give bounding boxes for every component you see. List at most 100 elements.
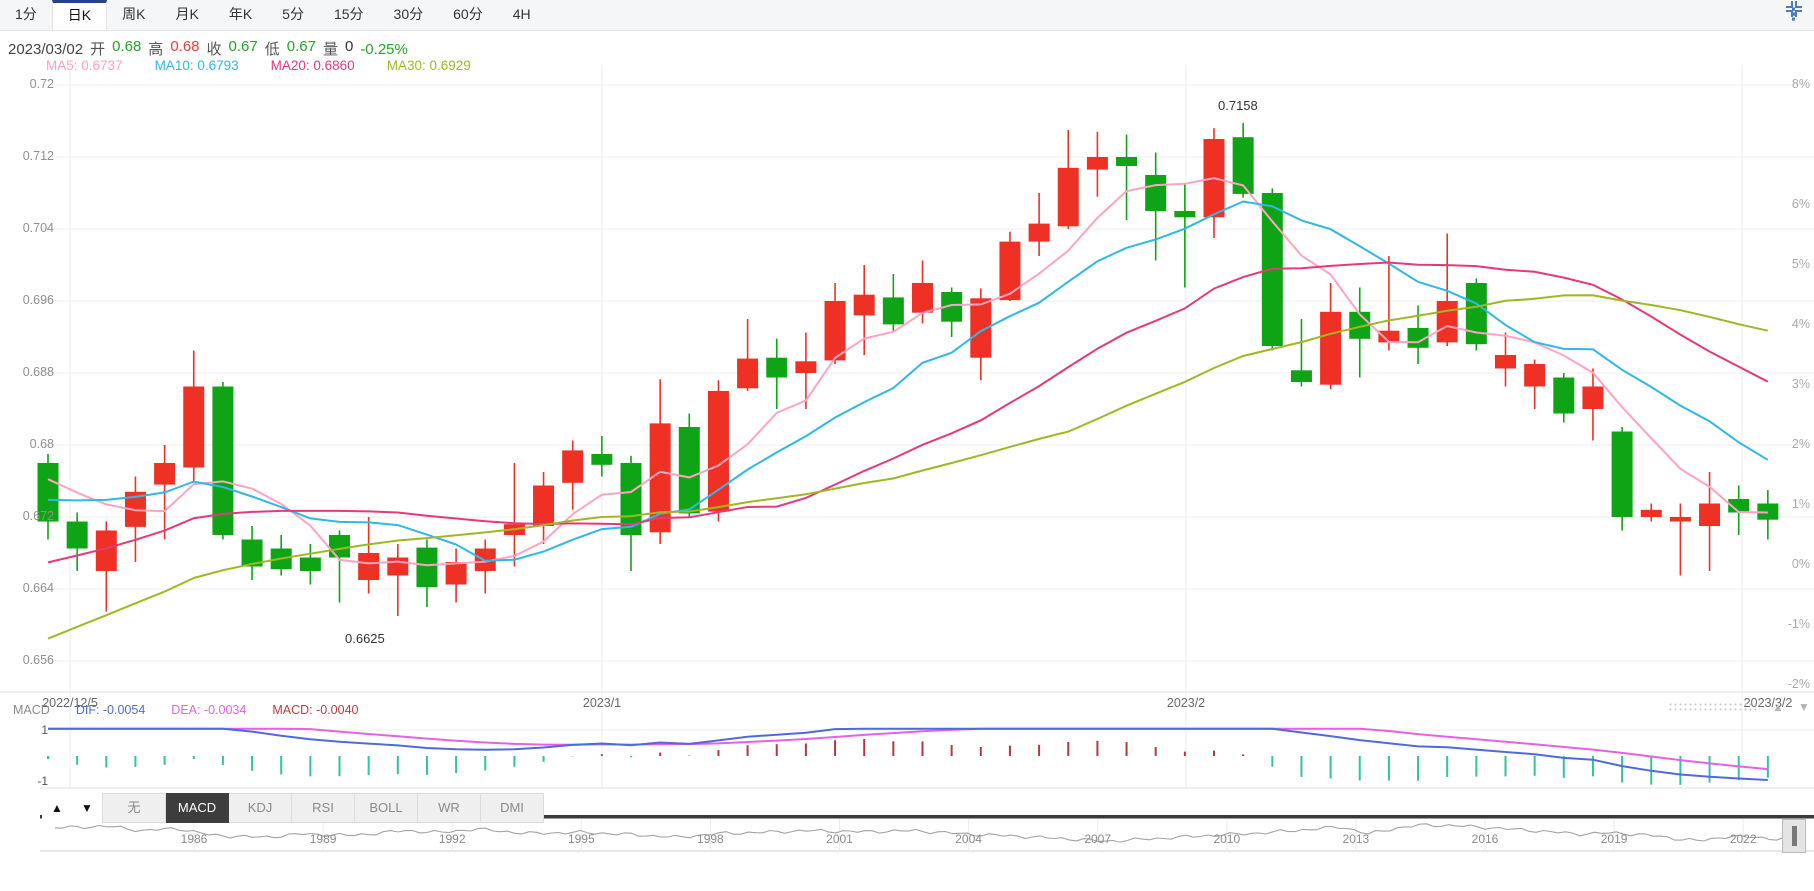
navigator-year-label: 2001 (826, 832, 853, 846)
ohlc-info-row: 2023/03/02 开 0.68 高 0.68 收 0.67 低 0.67 量 0 -0.25% (8, 38, 408, 59)
navigator-year-label: 1992 (438, 832, 466, 846)
scale-up-icon[interactable]: ▲ (1772, 700, 1784, 714)
info-value: 0.67 (286, 38, 316, 55)
navigator-year-label: 1986 (180, 832, 208, 846)
dif-line (48, 727, 1768, 781)
navigator-year-label: 2010 (1213, 832, 1241, 846)
navigator-handle-grip (1791, 826, 1797, 846)
candle-body (1378, 330, 1400, 343)
candle-body (1465, 283, 1487, 345)
candle-body (66, 521, 88, 549)
candle-body (445, 562, 467, 585)
period-tab-月K[interactable]: 月K (175, 6, 199, 22)
period-tab-周K[interactable]: 周K (122, 6, 146, 22)
y-axis-percent-label: 4% (1791, 316, 1810, 331)
x-axis-date-label: 2023/2 (1166, 696, 1206, 710)
period-tabs: 1分 日K 周K 月K 年K 5分 15分 30分 60分 4H (0, 0, 546, 30)
dea-line (48, 727, 1768, 771)
period-tab-15分[interactable]: 15分 (333, 6, 364, 22)
indicator-tabs: ▲ ▼ 无 MACD KDJ RSI BOLL WR DMI (42, 793, 544, 823)
ma-legend-row: MA5: 0.6737 MA10: 0.6793 MA20: 0.6860 MA30:… (46, 58, 471, 73)
indicator-tab-BOLL[interactable]: BOLL (355, 793, 418, 823)
candle-body (241, 539, 263, 567)
scale-slider-track[interactable] (1668, 702, 1760, 712)
period-tab-5分[interactable]: 5分 (282, 6, 304, 22)
candle-body (824, 301, 846, 361)
x-axis-date-label: 2023/1 (582, 696, 622, 710)
ma-legend-ma30: MA30: 0.6929 (386, 58, 471, 73)
candle-body (1553, 377, 1575, 414)
macd-hist-value: MACD: -0.0040 (272, 703, 359, 717)
ma-legend-ma20: MA20: 0.6860 (270, 58, 355, 73)
candle-body (533, 485, 555, 526)
candle-body (1145, 175, 1167, 211)
candle-body (795, 361, 817, 373)
y-axis-percent-label: 8% (1791, 76, 1810, 91)
navigator-top-border (40, 815, 1814, 819)
period-toolbar: 1分 日K 周K 月K 年K 5分 15分 30分 60分 4H ⋮ (0, 0, 1814, 31)
candle-body (649, 423, 671, 533)
y-axis-price-label: 0.664 (22, 581, 54, 595)
macd-dea-value: DEA: -0.0034 (171, 703, 247, 717)
indicator-up-button[interactable]: ▲ (42, 793, 72, 823)
period-tab-30分[interactable]: 30分 (393, 6, 424, 22)
candle-body (562, 450, 584, 483)
candle-body (1699, 503, 1721, 526)
low-annotation: 0.6625 (345, 631, 385, 646)
period-tab-1分[interactable]: 1分 (15, 6, 37, 22)
period-tab-4H[interactable]: 4H (512, 6, 531, 22)
collapse-icon[interactable] (1785, 0, 1803, 18)
scale-down-icon[interactable]: ▼ (1798, 700, 1810, 714)
info-label: 低 (264, 41, 280, 58)
period-tab-日K[interactable]: 日K (51, 0, 108, 30)
candle-body (1116, 157, 1138, 166)
y-axis-percent-label: -2% (1787, 676, 1810, 691)
navigator-year-label: 2007 (1084, 832, 1112, 846)
candle-body (591, 454, 613, 465)
period-tab-60分[interactable]: 60分 (453, 6, 483, 22)
candle-body (766, 357, 788, 378)
y-axis-price-label: 0.672 (22, 509, 54, 523)
macd-axis-bottom: -1 (37, 774, 48, 788)
navigator-year-label: 2013 (1342, 832, 1370, 846)
y-axis-percent-label: 6% (1791, 196, 1810, 211)
info-label: 高 (148, 41, 164, 58)
indicator-tab-DMI[interactable]: DMI (481, 793, 544, 823)
indicator-tab-RSI[interactable]: RSI (292, 793, 355, 823)
ma5-line (47, 177, 1768, 567)
navigator-handle[interactable] (1782, 819, 1806, 853)
macd-axis-top: 1 (41, 723, 48, 737)
candle-body (183, 386, 205, 468)
y-axis-price-label: 0.656 (22, 653, 54, 667)
y-axis-percent-label: 5% (1791, 256, 1810, 271)
candle-body (154, 463, 176, 485)
candle-body (358, 553, 380, 580)
candle-body (1436, 301, 1458, 343)
navigator-year-label: 1995 (567, 832, 595, 846)
navigator-history-line (54, 823, 1807, 843)
info-label: 收 (206, 41, 222, 58)
candle-body (1728, 499, 1750, 513)
candle-body (1086, 157, 1108, 170)
indicator-tab-MACD[interactable]: MACD (166, 793, 229, 823)
y-axis-percent-label: 1% (1791, 496, 1810, 511)
indicator-tab-无[interactable]: 无 (102, 793, 166, 823)
indicator-tab-WR[interactable]: WR (418, 793, 481, 823)
y-axis-percent-label: 2% (1791, 436, 1810, 451)
y-axis-percent-label: -1% (1787, 616, 1810, 631)
y-axis-price-label: 0.704 (22, 221, 54, 235)
candle-body (1524, 364, 1546, 387)
y-axis-percent-label: 3% (1791, 376, 1810, 391)
info-label: 量 (322, 41, 338, 58)
candle-body (416, 547, 438, 588)
indicator-down-button[interactable]: ▼ (72, 793, 102, 823)
navigator-year-label: 2022 (1729, 832, 1757, 846)
indicator-tab-KDJ[interactable]: KDJ (229, 793, 292, 823)
candle-body (329, 535, 350, 558)
y-axis-price-label: 0.712 (22, 149, 54, 163)
y-axis-price-label: 0.688 (22, 365, 54, 379)
period-tab-年K[interactable]: 年K (228, 6, 253, 22)
y-axis-price-label: 0.696 (22, 293, 54, 307)
